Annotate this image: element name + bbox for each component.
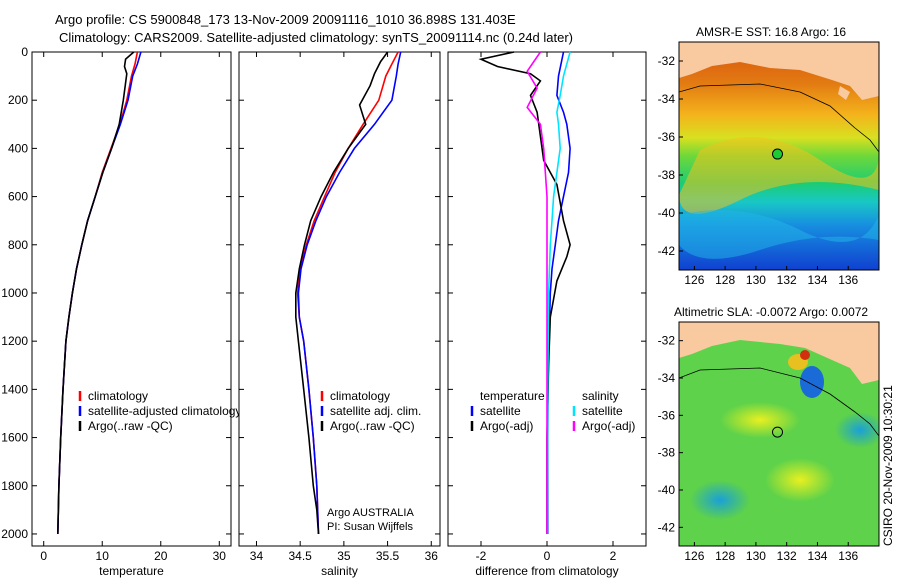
- series-line-2: [297, 51, 402, 535]
- x-tick-label: 10: [96, 549, 110, 563]
- map-x-tick-label: 130: [746, 549, 766, 563]
- map-x-tick-label: 134: [807, 549, 827, 563]
- y-tick-label: 1600: [1, 431, 28, 445]
- x-axis-label: salinity: [321, 564, 358, 578]
- sla-map-title: Altimetric SLA: -0.0072 Argo: 0.0072: [674, 305, 868, 319]
- map-y-tick-label: -38: [658, 168, 676, 182]
- legend-label: satellite: [480, 404, 521, 418]
- legend-label: Argo(..raw -QC): [330, 419, 415, 433]
- legend-label: Argo(-adj): [582, 419, 635, 433]
- y-tick-label: 1000: [1, 286, 28, 300]
- y-tick-label: 1200: [1, 334, 28, 348]
- map-x-tick-label: 132: [777, 549, 797, 563]
- legend-label: salinity: [582, 389, 619, 403]
- x-axis-label: difference from climatology: [475, 564, 618, 578]
- map-y-tick-label: -32: [658, 334, 676, 348]
- x-tick-label: -2: [476, 549, 487, 563]
- y-tick-label: 0: [21, 45, 28, 59]
- x-tick-label: 20: [154, 549, 168, 563]
- map-y-tick-label: -36: [658, 408, 676, 422]
- plot-frame: [238, 51, 441, 547]
- series-line-3: [294, 51, 389, 535]
- legend-label: climatology: [88, 389, 148, 403]
- profile-panel-1: 0 10 20 30 0 200 400 600 800 1000 1200 1400 1600 1800…: [1, 45, 241, 578]
- x-tick-label: 34: [250, 549, 264, 563]
- map-y-tick-label: -38: [658, 446, 676, 460]
- legend-label: Argo(-adj): [480, 419, 533, 433]
- plot-frame: [31, 51, 232, 547]
- x-tick-label: 0: [544, 549, 551, 563]
- profile-panel-2: 34 34.5 35 35.5 36 salinity climatologysatelli…: [238, 51, 441, 578]
- sla-map: [679, 322, 879, 546]
- x-tick-label: 35: [337, 549, 351, 563]
- y-tick-label: 2000: [1, 527, 28, 541]
- x-tick-label: 2: [610, 549, 617, 563]
- map-x-tick-label: 136: [838, 273, 858, 287]
- legend-label: climatology: [330, 389, 390, 403]
- sst-map-title: AMSR-E SST: 16.8 Argo: 16: [696, 25, 846, 39]
- sla-map-frame: [678, 321, 880, 547]
- legend-label: satellite-adjusted climatology: [88, 404, 241, 418]
- sla-argo-marker: [772, 426, 784, 438]
- series-line-4: [526, 51, 548, 534]
- x-tick-label: 35.5: [376, 549, 400, 563]
- y-tick-label: 400: [8, 141, 28, 155]
- figure-title-line1: Argo profile: CS 5900848_173 13-Nov-2009…: [55, 12, 516, 27]
- legend-label: Argo(..raw -QC): [88, 419, 173, 433]
- x-tick-label: 34.5: [288, 549, 312, 563]
- map-x-tick-label: 128: [715, 549, 735, 563]
- credit-label: CSIRO 20-Nov-2009 10:30:21: [881, 385, 895, 546]
- y-tick-label: 600: [8, 190, 28, 204]
- map-y-tick-label: -32: [658, 54, 676, 68]
- legend-label: satellite: [582, 404, 623, 418]
- map-y-tick-label: -36: [658, 130, 676, 144]
- y-tick-label: 1400: [1, 382, 28, 396]
- map-x-tick-label: 126: [684, 273, 704, 287]
- argo-institution-label: Argo AUSTRALIA: [327, 507, 414, 519]
- map-y-tick-label: -40: [658, 483, 676, 497]
- sst-map-frame: [678, 41, 880, 271]
- map-y-tick-label: -42: [658, 244, 676, 258]
- series-line-3: [57, 51, 135, 535]
- map-x-tick-label: 130: [746, 273, 766, 287]
- y-tick-label: 1800: [1, 479, 28, 493]
- map-x-tick-label: 132: [777, 273, 797, 287]
- map-y-tick-label: -34: [658, 371, 676, 385]
- map-y-tick-label: -34: [658, 92, 676, 106]
- map-x-tick-label: 134: [807, 273, 827, 287]
- map-y-tick-label: -40: [658, 206, 676, 220]
- map-x-tick-label: 128: [715, 273, 735, 287]
- legend-label: satellite adj. clim.: [330, 404, 421, 418]
- map-x-tick-label: 136: [838, 549, 858, 563]
- sst-argo-marker: [772, 148, 784, 160]
- series-line-3: [546, 51, 571, 535]
- x-tick-label: 36: [425, 549, 439, 563]
- y-tick-label: 800: [8, 238, 28, 252]
- y-tick-label: 200: [8, 93, 28, 107]
- x-tick-label: 0: [40, 549, 47, 563]
- figure-title-line2: Climatology: CARS2009. Satellite-adjuste…: [59, 30, 573, 45]
- map-y-tick-label: -42: [658, 520, 676, 534]
- series-line-2: [478, 51, 571, 534]
- x-tick-label: 30: [213, 549, 227, 563]
- legend-label: temperature: [480, 389, 545, 403]
- x-axis-label: temperature: [99, 564, 164, 578]
- argo-pi-label: PI: Susan Wijffels: [327, 521, 413, 533]
- map-x-tick-label: 126: [684, 549, 704, 563]
